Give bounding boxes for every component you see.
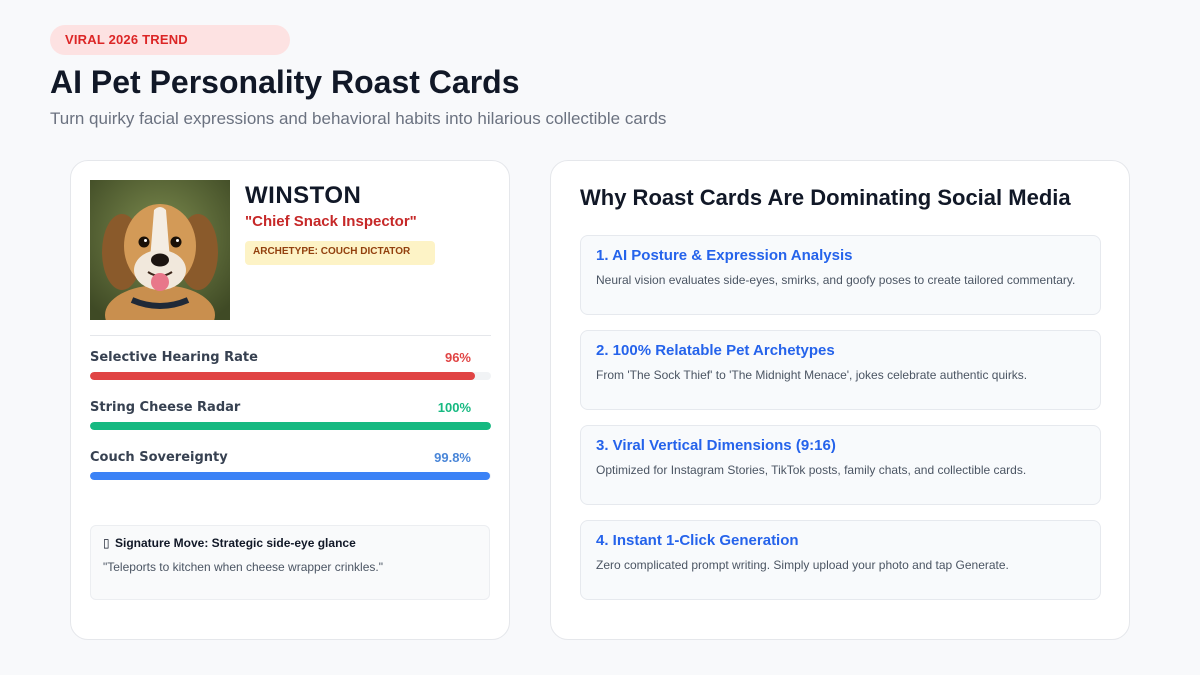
stat-bar-fill <box>90 372 475 380</box>
feature-title: 1. AI Posture & Expression Analysis <box>596 247 853 264</box>
stat-label: String Cheese Radar <box>90 400 241 415</box>
why-roast-cards-panel: Why Roast Cards Are Dominating Social Me… <box>550 160 1130 640</box>
stat-bar-track <box>90 372 491 380</box>
stat-value: 99.8% <box>434 450 471 465</box>
feature-title: 3. Viral Vertical Dimensions (9:16) <box>596 437 836 454</box>
stat-value: 100% <box>437 400 471 415</box>
stat-bar-fill <box>90 472 491 480</box>
feature-item: 1. AI Posture & Expression Analysis Neur… <box>580 235 1101 315</box>
card-divider <box>90 335 491 336</box>
why-heading: Why Roast Cards Are Dominating Social Me… <box>580 185 1071 210</box>
stat-value: 96% <box>444 350 471 365</box>
feature-description: From 'The Sock Thief' to 'The Midnight M… <box>596 368 1028 382</box>
page-title: AI Pet Personality Roast Cards <box>50 64 520 100</box>
signature-move-title: Signature Move: Strategic side-eye glanc… <box>115 536 356 550</box>
stat-couch-sovereignty: Couch Sovereignty 99.8% <box>90 450 491 490</box>
stat-label: Couch Sovereignty <box>90 450 228 465</box>
feature-description: Neural vision evaluates side-eyes, smirk… <box>596 273 1076 287</box>
stat-selective-hearing: Selective Hearing Rate 96% <box>90 350 491 390</box>
feature-description: Optimized for Instagram Stories, TikTok … <box>596 463 1027 477</box>
archetype-badge: ARCHETYPE: COUCH DICTATOR <box>245 241 435 265</box>
feature-item: 4. Instant 1-Click Generation Zero compl… <box>580 520 1101 600</box>
feature-title: 2. 100% Relatable Pet Archetypes <box>596 342 835 359</box>
stat-label: Selective Hearing Rate <box>90 350 258 365</box>
pet-nickname: "Chief Snack Inspector" <box>245 213 417 230</box>
stat-bar-fill <box>90 422 491 430</box>
feature-item: 3. Viral Vertical Dimensions (9:16) Opti… <box>580 425 1101 505</box>
stat-string-cheese: String Cheese Radar 100% <box>90 400 491 440</box>
feature-item: 2. 100% Relatable Pet Archetypes From 'T… <box>580 330 1101 410</box>
placeholder-icon: ▯ <box>103 536 110 550</box>
signature-move-quote: "Teleports to kitchen when cheese wrappe… <box>103 560 383 574</box>
feature-title: 4. Instant 1-Click Generation <box>596 532 799 549</box>
stat-bar-track <box>90 422 491 430</box>
pet-photo <box>90 180 230 320</box>
signature-move-box: ▯ Signature Move: Strategic side-eye gla… <box>90 525 490 600</box>
page-subtitle: Turn quirky facial expressions and behav… <box>50 109 667 128</box>
pet-roast-card: WINSTON "Chief Snack Inspector" ARCHETYP… <box>70 160 510 640</box>
trend-badge: VIRAL 2026 TREND <box>50 25 290 55</box>
stat-bar-track <box>90 472 491 480</box>
pet-name: WINSTON <box>245 182 362 209</box>
feature-description: Zero complicated prompt writing. Simply … <box>596 558 1009 572</box>
